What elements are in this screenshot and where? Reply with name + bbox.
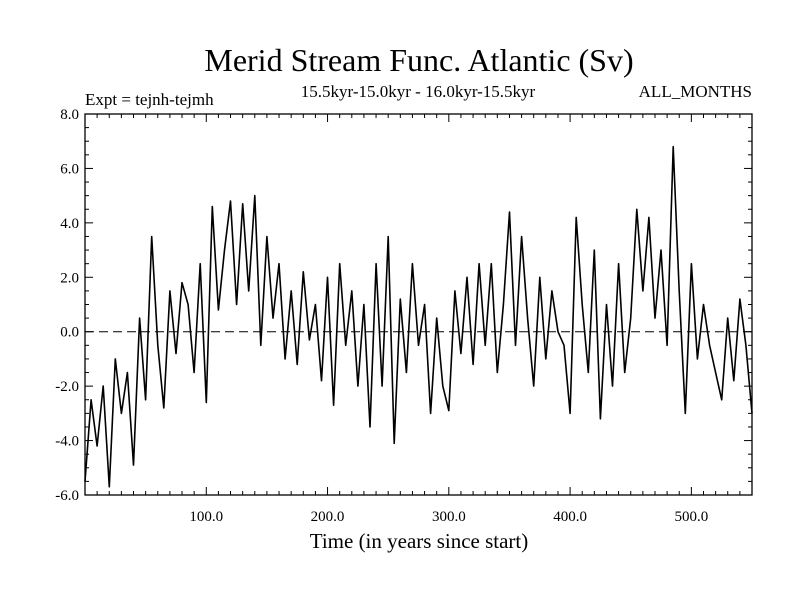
y-tick-label: 0.0 bbox=[60, 325, 79, 341]
subtitle-left: Expt = tejnh-tejmh bbox=[85, 90, 214, 109]
subtitle-center: 15.5kyr-15.0kyr - 16.0kyr-15.5kyr bbox=[301, 82, 536, 101]
x-tick-label: 200.0 bbox=[311, 509, 345, 525]
y-tick-label: 6.0 bbox=[60, 161, 79, 177]
y-tick-label: -6.0 bbox=[55, 488, 79, 504]
y-tick-label: 2.0 bbox=[60, 270, 79, 286]
x-tick-label: 500.0 bbox=[674, 509, 708, 525]
subtitle-right: ALL_MONTHS bbox=[639, 82, 752, 101]
x-tick-label: 400.0 bbox=[553, 509, 587, 525]
chart-title: Merid Stream Func. Atlantic (Sv) bbox=[204, 42, 633, 78]
plot-frame bbox=[84, 113, 753, 496]
y-tick-label: 8.0 bbox=[60, 107, 79, 123]
x-axis-label: Time (in years since start) bbox=[310, 529, 529, 553]
y-tick-label: -2.0 bbox=[55, 379, 79, 395]
y-tick-label: -4.0 bbox=[55, 434, 79, 450]
x-tick-label: 100.0 bbox=[189, 509, 223, 525]
x-tick-label: 300.0 bbox=[432, 509, 466, 525]
y-tick-label: 4.0 bbox=[60, 216, 79, 232]
series-line bbox=[84, 145, 753, 488]
plot-area: -6.0 -4.0 -2.0 0.0 2.0 4.0 6.0 8.0 100.0 200.0 300… bbox=[55, 107, 753, 525]
